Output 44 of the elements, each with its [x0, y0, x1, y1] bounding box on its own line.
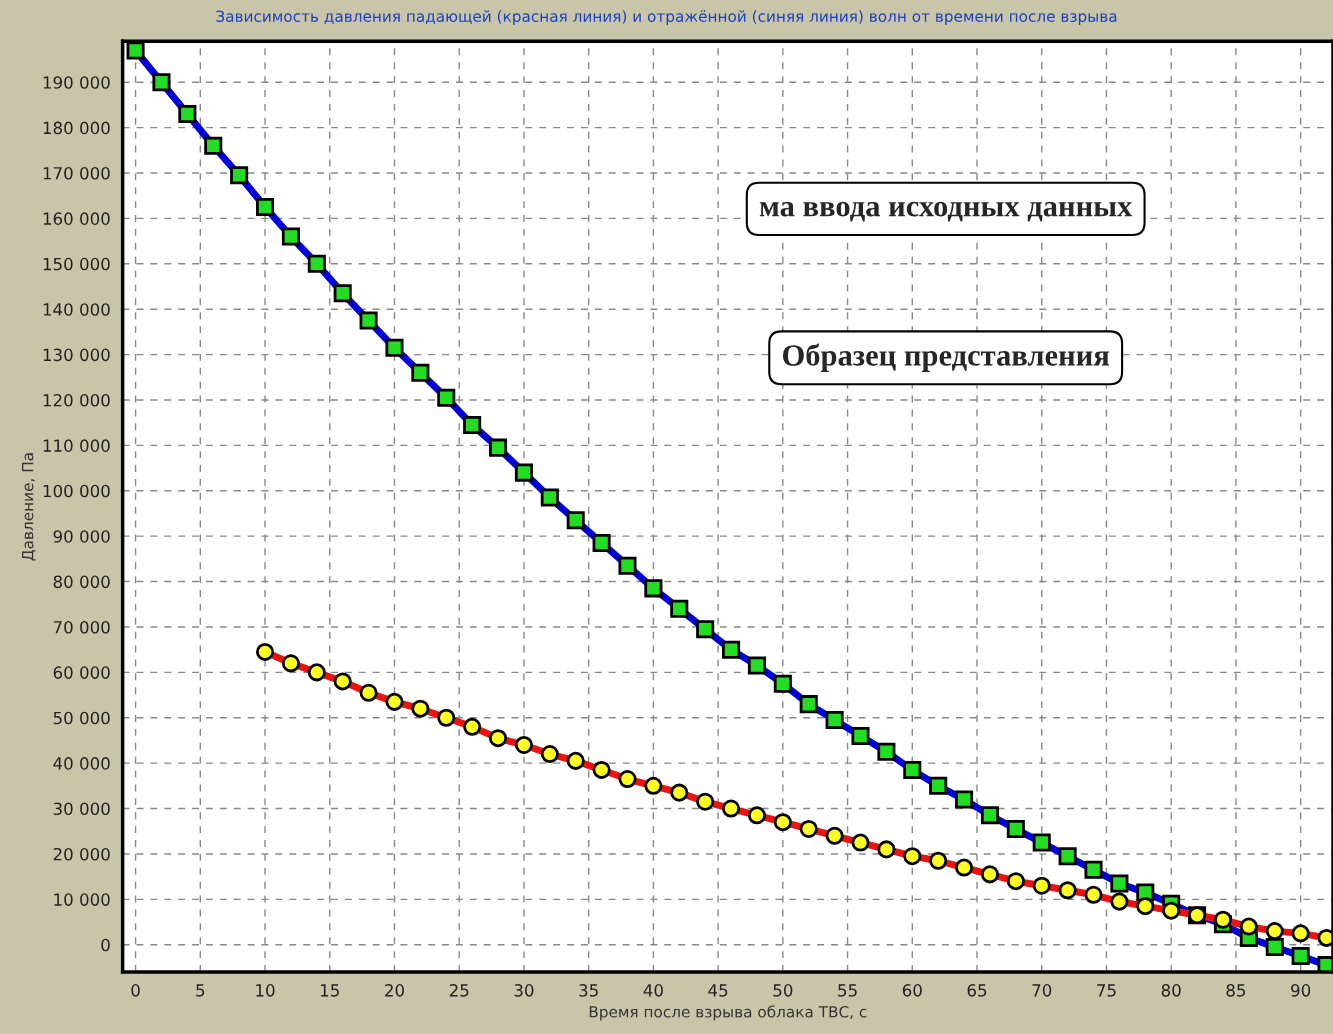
- y-tick-label: 0: [101, 938, 110, 952]
- x-tick-label: 75: [1097, 984, 1116, 997]
- y-tick-label: 50 000: [53, 711, 110, 725]
- x-tick-label: 90: [1291, 984, 1311, 997]
- x-tick-label: 0: [131, 984, 140, 997]
- x-tick-label: 50: [773, 984, 793, 997]
- y-tick-label: 40 000: [53, 757, 110, 770]
- y-tick-label: 140 000: [43, 303, 110, 316]
- y-tick-label: 120 000: [43, 393, 110, 407]
- y-tick-label: 150 000: [43, 257, 110, 271]
- x-tick-label: 10: [256, 984, 275, 997]
- x-tick-label: 25: [449, 984, 469, 997]
- y-tick-label: 10 000: [54, 893, 110, 906]
- x-tick-label: 15: [320, 984, 339, 997]
- x-tick-label: 5: [196, 984, 205, 997]
- y-tick-label: 60 000: [53, 666, 110, 679]
- y-tick-label: 160 000: [43, 212, 110, 225]
- x-tick-label: 60: [902, 984, 922, 997]
- y-tick-label: 190 000: [43, 76, 110, 89]
- y-axis-title: Давление, Па: [22, 453, 36, 561]
- x-tick-label: 85: [1226, 984, 1246, 997]
- annotation: Образец представления: [782, 343, 1110, 372]
- y-tick-label: 30 000: [53, 802, 110, 816]
- y-tick-label: 110 000: [43, 439, 110, 452]
- x-tick-label: 70: [1032, 984, 1052, 997]
- y-tick-label: 70 000: [53, 620, 110, 634]
- x-tick-label: 65: [967, 984, 987, 997]
- y-tick-label: 180 000: [43, 121, 110, 135]
- y-tick-label: 90 000: [53, 530, 110, 543]
- x-tick-label: 35: [579, 984, 598, 997]
- y-tick-label: 80 000: [53, 575, 110, 589]
- x-tick-label: 30: [514, 984, 534, 997]
- x-tick-label: 55: [838, 984, 857, 997]
- x-tick-label: 40: [643, 984, 663, 997]
- y-tick-label: 170 000: [43, 166, 110, 180]
- annotation: ма ввода исходных данных: [759, 201, 1133, 222]
- x-tick-label: 45: [708, 984, 728, 997]
- x-axis-title: Время после взрыва облака ТВС, с: [589, 1005, 867, 1021]
- y-tick-label: 100 000: [43, 484, 110, 498]
- y-tick-label: 130 000: [43, 348, 110, 362]
- x-tick-label: 20: [385, 984, 404, 997]
- chart-title: Зависимость давления падающей (красная линия) и отражённой (синяя линия) волн от времени после взрыва: [216, 10, 1117, 25]
- y-tick-label: 20 000: [53, 847, 110, 861]
- x-tick-label: 80: [1161, 984, 1181, 997]
